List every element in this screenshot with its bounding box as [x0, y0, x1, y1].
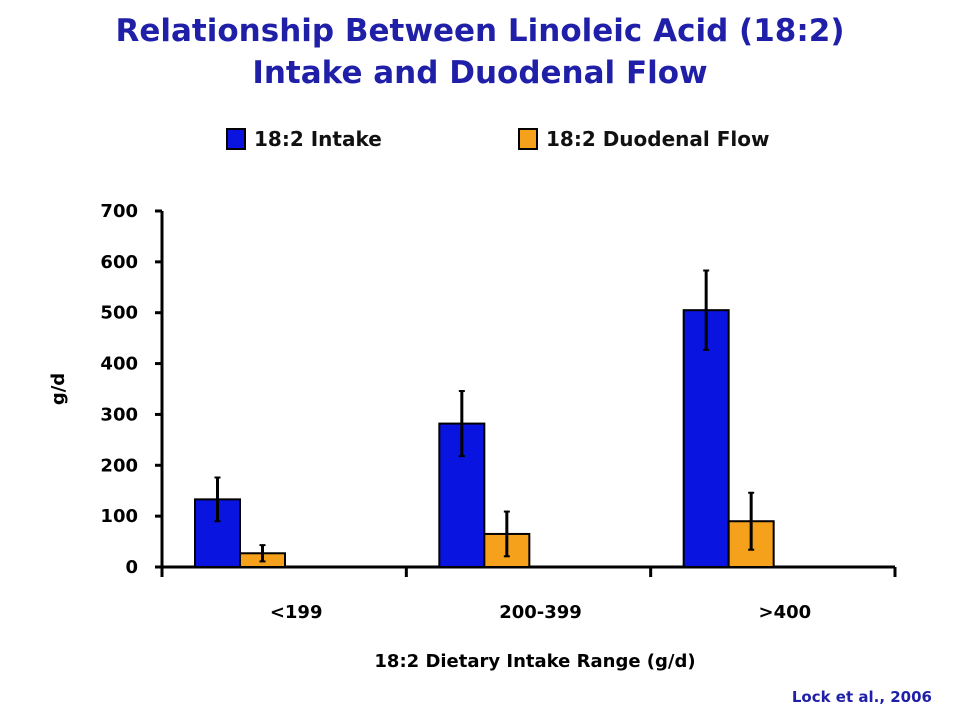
- y-tick-label: 200: [100, 455, 138, 476]
- citation: Lock et al., 2006: [791, 688, 932, 706]
- legend-item-intake: 18:2 Intake: [226, 126, 382, 152]
- x-axis-title: 18:2 Dietary Intake Range (g/d): [374, 651, 695, 672]
- y-axis-title: g/d: [48, 373, 69, 405]
- y-tick-label: 400: [100, 354, 138, 375]
- chart-title-line2: Intake and Duodenal Flow: [252, 55, 708, 91]
- legend-label-intake: 18:2 Intake: [254, 127, 382, 151]
- x-tick-label: >400: [759, 602, 812, 623]
- y-tick-label: 600: [100, 252, 138, 273]
- y-tick-label: 100: [100, 506, 138, 527]
- legend-item-flow: 18:2 Duodenal Flow: [518, 126, 769, 152]
- legend-label-flow: 18:2 Duodenal Flow: [546, 127, 770, 151]
- chart-title: Relationship Between Linoleic Acid (18:2…: [0, 10, 960, 94]
- bar-intake: [682, 309, 730, 568]
- y-tick-label: 0: [125, 557, 138, 578]
- x-tick-label: <199: [270, 602, 323, 623]
- y-tick-label: 300: [100, 404, 138, 425]
- y-tick-label: 700: [100, 201, 138, 222]
- x-tick-label: 200-399: [499, 602, 582, 623]
- chart-title-line1: Relationship Between Linoleic Acid (18:2…: [115, 13, 845, 49]
- legend-swatch-intake: [226, 128, 246, 150]
- y-tick-label: 500: [100, 303, 138, 324]
- legend-swatch-flow: [518, 128, 538, 150]
